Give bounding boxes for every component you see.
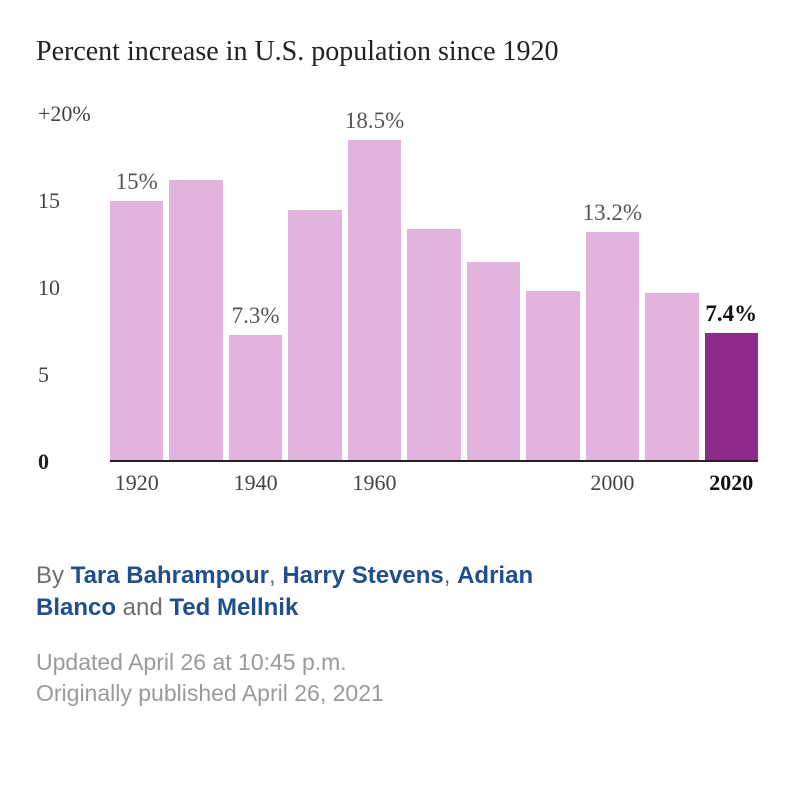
x-tick-2000: 2000	[586, 462, 639, 494]
updated-line: Updated April 26 at 10:45 p.m.	[36, 647, 758, 678]
population-chart: +20% 15 10 5 0 15% 7.3% 18.5% 13.2% 7.4% 1920 19…	[34, 114, 758, 494]
bar-2000: 13.2%	[586, 114, 639, 462]
bar-rect-1970	[407, 229, 460, 462]
bar-1950	[288, 114, 341, 462]
bar-rect-1980	[467, 262, 520, 462]
bar-1960: 18.5%	[348, 114, 401, 462]
publication-dates: Updated April 26 at 10:45 p.m. Originall…	[36, 647, 758, 709]
plot-area: 15% 7.3% 18.5% 13.2% 7.4%	[110, 114, 758, 462]
author-link[interactable]: Tara Bahrampour	[71, 562, 269, 589]
bar-1970	[407, 114, 460, 462]
byline: By Tara Bahrampour, Harry Stevens, Adria…	[36, 560, 576, 625]
x-tick-1960: 1960	[348, 462, 401, 494]
bar-value-label-1940: 7.3%	[232, 303, 280, 329]
author-link[interactable]: Ted Mellnik	[169, 594, 298, 621]
bar-rect-1990	[526, 291, 579, 462]
bar-1920: 15%	[110, 114, 163, 462]
x-axis: 1920 1940 1960 2000 2020	[110, 462, 758, 494]
byline-separator: and	[116, 594, 169, 621]
y-tick-15: 15	[34, 201, 94, 223]
y-axis: +20% 15 10 5 0	[34, 114, 94, 494]
bar-value-label-1960: 18.5%	[345, 108, 404, 134]
published-line: Originally published April 26, 2021	[36, 678, 758, 709]
bar-value-label-1920: 15%	[116, 169, 158, 195]
bar-1980	[467, 114, 520, 462]
bar-2020: 7.4%	[705, 114, 758, 462]
x-tick-1990	[526, 462, 579, 494]
byline-prefix: By	[36, 562, 71, 589]
bar-rect-1920: 15%	[110, 201, 163, 462]
author-link[interactable]: Harry Stevens	[282, 562, 443, 589]
x-tick-1930	[169, 462, 222, 494]
bar-rect-2000: 13.2%	[586, 232, 639, 462]
x-tick-1940: 1940	[229, 462, 282, 494]
x-tick-2010	[645, 462, 698, 494]
x-tick-1920: 1920	[110, 462, 163, 494]
bar-rect-2010	[645, 293, 698, 462]
bar-1940: 7.3%	[229, 114, 282, 462]
x-tick-1970	[407, 462, 460, 494]
chart-title: Percent increase in U.S. population sinc…	[36, 36, 758, 68]
y-tick-0: 0	[34, 462, 94, 484]
bar-1990	[526, 114, 579, 462]
y-tick-20: +20%	[34, 114, 94, 136]
bar-rect-1960: 18.5%	[348, 140, 401, 462]
x-tick-1950	[288, 462, 341, 494]
y-tick-5: 5	[34, 375, 94, 397]
bar-2010	[645, 114, 698, 462]
bar-value-label-2000: 13.2%	[583, 200, 642, 226]
bar-rect-2020: 7.4%	[705, 333, 758, 462]
bar-rect-1940: 7.3%	[229, 335, 282, 462]
bar-1930	[169, 114, 222, 462]
x-tick-1980	[467, 462, 520, 494]
byline-separator: ,	[269, 562, 282, 589]
byline-block: By Tara Bahrampour, Harry Stevens, Adria…	[36, 560, 758, 709]
x-tick-2020: 2020	[705, 462, 758, 494]
y-tick-10: 10	[34, 288, 94, 310]
byline-separator: ,	[444, 562, 457, 589]
bars-container: 15% 7.3% 18.5% 13.2% 7.4%	[110, 114, 758, 462]
page: Percent increase in U.S. population sinc…	[0, 0, 792, 788]
bar-value-label-2020: 7.4%	[705, 301, 757, 327]
bar-rect-1950	[288, 210, 341, 462]
bar-rect-1930	[169, 180, 222, 462]
